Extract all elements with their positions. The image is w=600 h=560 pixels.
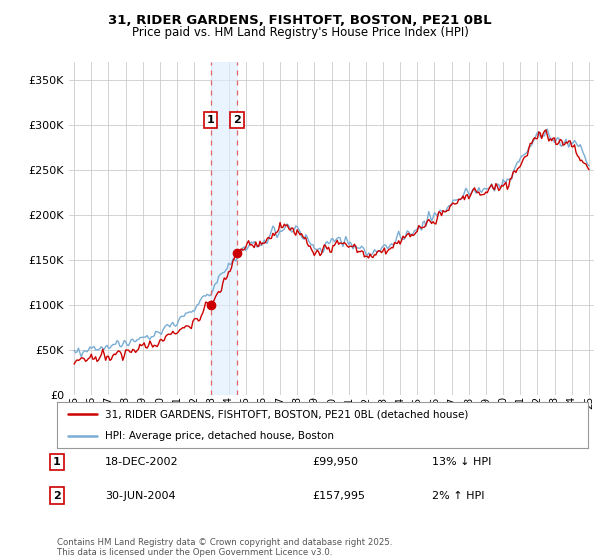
Text: 1: 1: [53, 457, 61, 467]
Text: £99,950: £99,950: [312, 457, 358, 467]
Text: 1: 1: [207, 115, 215, 125]
Text: 30-JUN-2004: 30-JUN-2004: [105, 491, 176, 501]
Text: £157,995: £157,995: [312, 491, 365, 501]
Text: 2: 2: [233, 115, 241, 125]
Text: Price paid vs. HM Land Registry's House Price Index (HPI): Price paid vs. HM Land Registry's House …: [131, 26, 469, 39]
Text: 31, RIDER GARDENS, FISHTOFT, BOSTON, PE21 0BL (detached house): 31, RIDER GARDENS, FISHTOFT, BOSTON, PE2…: [105, 409, 468, 419]
Text: 13% ↓ HPI: 13% ↓ HPI: [432, 457, 491, 467]
Text: 18-DEC-2002: 18-DEC-2002: [105, 457, 179, 467]
Text: Contains HM Land Registry data © Crown copyright and database right 2025.
This d: Contains HM Land Registry data © Crown c…: [57, 538, 392, 557]
Text: 31, RIDER GARDENS, FISHTOFT, BOSTON, PE21 0BL: 31, RIDER GARDENS, FISHTOFT, BOSTON, PE2…: [108, 14, 492, 27]
Text: 2% ↑ HPI: 2% ↑ HPI: [432, 491, 485, 501]
Bar: [211, 62, 237, 395]
Text: HPI: Average price, detached house, Boston: HPI: Average price, detached house, Bost…: [105, 431, 334, 441]
Text: 2: 2: [53, 491, 61, 501]
